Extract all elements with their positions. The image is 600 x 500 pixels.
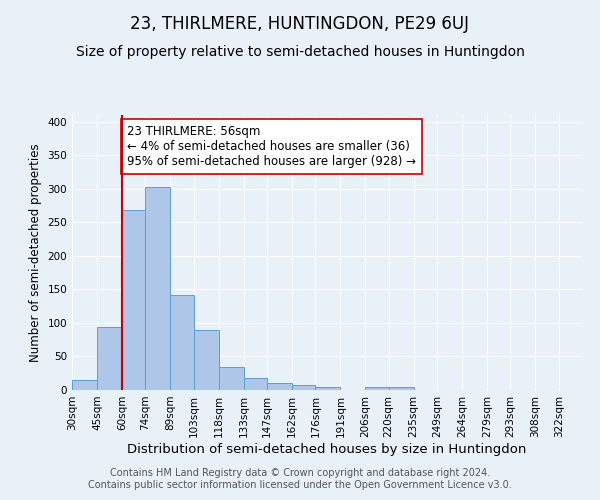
- Text: Contains HM Land Registry data © Crown copyright and database right 2024.
Contai: Contains HM Land Registry data © Crown c…: [88, 468, 512, 490]
- Bar: [218, 366, 244, 390]
- Text: 23 THIRLMERE: 56sqm
← 4% of semi-detached houses are smaller (36)
95% of semi-de: 23 THIRLMERE: 56sqm ← 4% of semi-detache…: [127, 125, 416, 168]
- Bar: [267, 382, 292, 390]
- Bar: [292, 384, 316, 390]
- Text: Size of property relative to semi-detached houses in Huntingdon: Size of property relative to semi-detach…: [76, 45, 524, 59]
- Bar: [170, 296, 194, 390]
- Bar: [122, 210, 145, 390]
- Text: 23, THIRLMERE, HUNTINGDON, PE29 6UJ: 23, THIRLMERE, HUNTINGDON, PE29 6UJ: [131, 15, 470, 33]
- Bar: [145, 187, 170, 390]
- Bar: [97, 327, 122, 390]
- Bar: [365, 388, 389, 390]
- Bar: [389, 386, 413, 390]
- Y-axis label: Number of semi-detached properties: Number of semi-detached properties: [29, 143, 42, 362]
- X-axis label: Distribution of semi-detached houses by size in Huntingdon: Distribution of semi-detached houses by …: [127, 442, 527, 456]
- Bar: [72, 380, 97, 390]
- Bar: [194, 330, 218, 390]
- Bar: [244, 378, 267, 390]
- Bar: [316, 386, 340, 390]
